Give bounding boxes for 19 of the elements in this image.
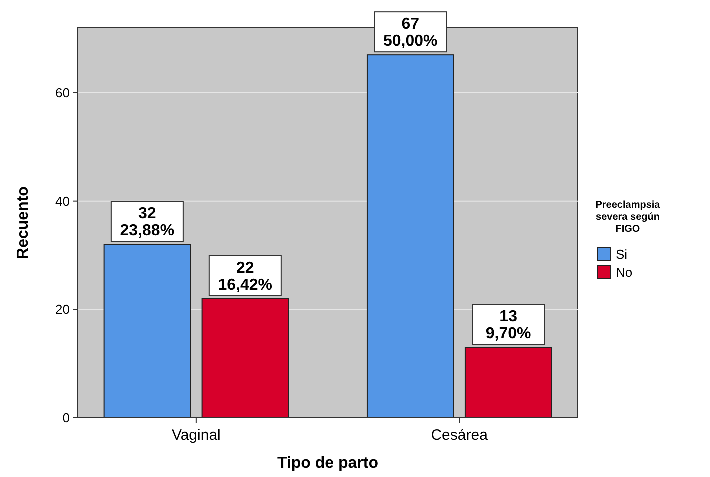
bar (366, 54, 454, 418)
legend-label: No (616, 265, 633, 280)
bar (464, 347, 552, 418)
data-label: 13 9,70% (486, 308, 532, 343)
x-tick-label: Cesárea (431, 427, 489, 444)
data-label: 22 16,42% (218, 260, 273, 294)
x-tick-label: Vaginal (172, 427, 221, 444)
y-tick-label: 60 (56, 86, 70, 101)
x-axis-title: Tipo de parto (277, 455, 379, 472)
data-label: 32 23,88% (120, 206, 175, 240)
y-axis-title: Recuento (15, 186, 32, 260)
bar (202, 298, 290, 418)
y-tick-label: 20 (56, 302, 70, 318)
legend-title: Preeclampsia severa según FIGO (596, 200, 661, 235)
bar (104, 244, 192, 418)
legend-label: Si (616, 247, 628, 262)
y-tick-label: 40 (56, 194, 70, 209)
y-tick-label: 0 (62, 410, 70, 426)
data-label: 67 50,00% (383, 16, 438, 50)
